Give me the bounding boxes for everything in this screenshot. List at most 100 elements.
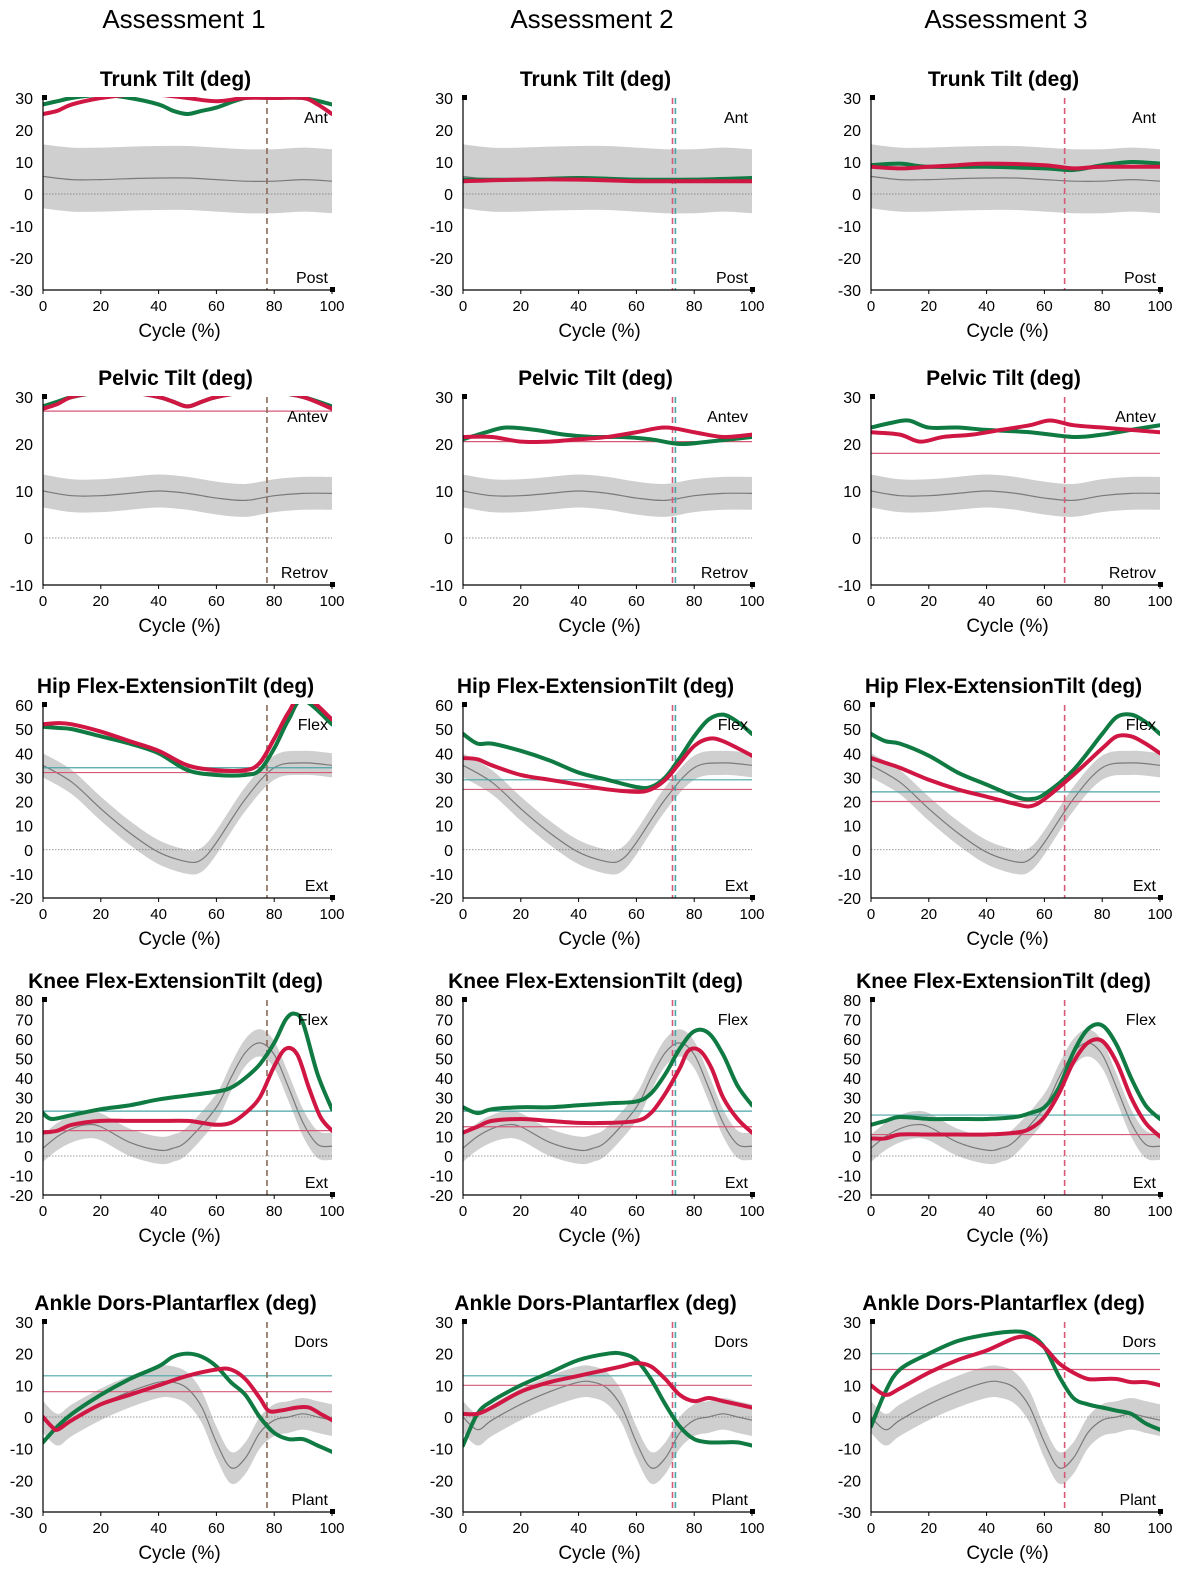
direction-label-bottom: Ext	[725, 1175, 749, 1192]
series-line-red	[43, 1366, 332, 1432]
y-axis-end-marker	[42, 1319, 47, 1324]
x-tick-label: 80	[1094, 1203, 1111, 1220]
normal-mean-line	[871, 175, 1160, 183]
y-tick-label: 0	[24, 187, 33, 204]
x-axis-end-marker	[330, 287, 335, 292]
series-line-green	[463, 712, 752, 791]
series-line-red	[43, 396, 332, 411]
y-tick-label: -20	[10, 891, 33, 908]
y-tick-label: 50	[15, 1052, 33, 1069]
direction-label-bottom: Retrov	[1109, 565, 1156, 582]
direction-label-top: Ant	[1132, 110, 1157, 127]
x-axis-end-marker	[1158, 1192, 1163, 1197]
chart-title: Trunk Tilt (deg)	[520, 68, 671, 91]
x-tick-label: 80	[686, 906, 703, 923]
direction-label-bottom: Post	[716, 270, 749, 287]
y-tick-label: 20	[843, 1347, 861, 1364]
chart-4-2: Ankle Dors-Plantarflex (deg)3020100-10-2…	[838, 1292, 1173, 1564]
x-axis-end-marker	[330, 895, 335, 900]
x-axis-label: Cycle (%)	[138, 1226, 220, 1247]
y-tick-label: 30	[843, 91, 861, 108]
y-axis-end-marker	[870, 1319, 875, 1324]
x-tick-label: 60	[628, 298, 645, 315]
x-tick-label: 20	[92, 298, 109, 315]
x-tick-label: 100	[319, 1520, 344, 1537]
series-line-red	[463, 1361, 752, 1417]
normal-band	[871, 1365, 1160, 1485]
y-tick-label: -20	[430, 1188, 453, 1205]
x-tick-label: 60	[628, 593, 645, 610]
y-tick-label: 20	[843, 795, 861, 812]
y-tick-label: 20	[15, 795, 33, 812]
x-tick-label: 60	[628, 1520, 645, 1537]
y-tick-label: 30	[843, 390, 861, 407]
y-tick-label: 10	[435, 1378, 453, 1395]
y-tick-label: 50	[435, 1052, 453, 1069]
x-tick-label: 80	[266, 1520, 283, 1537]
x-tick-label: 80	[266, 906, 283, 923]
normal-mean-line	[871, 490, 1160, 502]
x-axis-label: Cycle (%)	[966, 1226, 1048, 1247]
y-tick-label: 10	[843, 155, 861, 172]
x-tick-label: 100	[739, 1203, 764, 1220]
x-tick-label: 20	[920, 298, 937, 315]
y-tick-label: 70	[435, 1013, 453, 1030]
y-tick-label: -30	[10, 283, 33, 300]
x-tick-label: 40	[150, 1203, 167, 1220]
y-tick-label: 0	[852, 187, 861, 204]
y-axis-end-marker	[462, 702, 467, 707]
chart-title: Knee Flex-ExtensionTilt (deg)	[448, 970, 743, 993]
x-axis-end-marker	[330, 1509, 335, 1514]
direction-label-top: Antev	[287, 409, 328, 426]
y-tick-label: 30	[15, 1315, 33, 1332]
y-tick-label: -10	[10, 867, 33, 884]
x-tick-label: 40	[978, 1520, 995, 1537]
column-title-assessment-1: Assessment 1	[102, 4, 266, 34]
x-tick-label: 100	[739, 906, 764, 923]
y-tick-label: 20	[15, 437, 33, 454]
series-line-green	[871, 712, 1160, 802]
x-axis-end-marker	[750, 1509, 755, 1514]
direction-label-bottom: Ext	[305, 1175, 329, 1192]
direction-label-top: Flex	[718, 717, 748, 734]
y-tick-label: 30	[15, 770, 33, 787]
chart-3-1: Knee Flex-ExtensionTilt (deg)80706050403…	[430, 970, 765, 1247]
y-tick-label: 20	[435, 795, 453, 812]
x-tick-label: 20	[92, 1520, 109, 1537]
normal-band	[43, 144, 332, 214]
y-tick-label: 20	[435, 437, 453, 454]
y-tick-label: 0	[852, 531, 861, 548]
direction-label-top: Flex	[1126, 717, 1156, 734]
direction-label-top: Flex	[298, 1012, 328, 1029]
y-tick-label: 20	[843, 123, 861, 140]
x-tick-label: 40	[570, 593, 587, 610]
series-line-red	[871, 1037, 1160, 1141]
direction-label-bottom: Post	[1124, 270, 1157, 287]
y-tick-label: -30	[10, 1505, 33, 1522]
x-tick-label: 100	[739, 1520, 764, 1537]
normal-band	[871, 144, 1160, 214]
y-tick-label: -10	[10, 1169, 33, 1186]
series-line-green	[463, 1027, 752, 1116]
chart-3-2: Knee Flex-ExtensionTilt (deg)80706050403…	[838, 970, 1173, 1247]
x-tick-label: 100	[1147, 1520, 1172, 1537]
direction-label-top: Dors	[714, 1334, 748, 1351]
y-tick-label: 10	[15, 484, 33, 501]
y-tick-label: 50	[843, 1052, 861, 1069]
y-tick-label: 40	[843, 746, 861, 763]
y-tick-label: 70	[843, 1013, 861, 1030]
y-tick-label: 60	[15, 1032, 33, 1049]
y-tick-label: -30	[430, 283, 453, 300]
y-tick-label: 10	[15, 819, 33, 836]
series-line-green	[43, 1351, 332, 1454]
normal-band	[43, 1365, 332, 1485]
series-line-red	[43, 1045, 332, 1135]
x-tick-label: 20	[920, 1203, 937, 1220]
series-line-red	[871, 733, 1160, 809]
y-tick-label: 80	[435, 993, 453, 1010]
direction-label-bottom: Plant	[712, 1492, 749, 1509]
x-axis-label: Cycle (%)	[966, 616, 1048, 637]
